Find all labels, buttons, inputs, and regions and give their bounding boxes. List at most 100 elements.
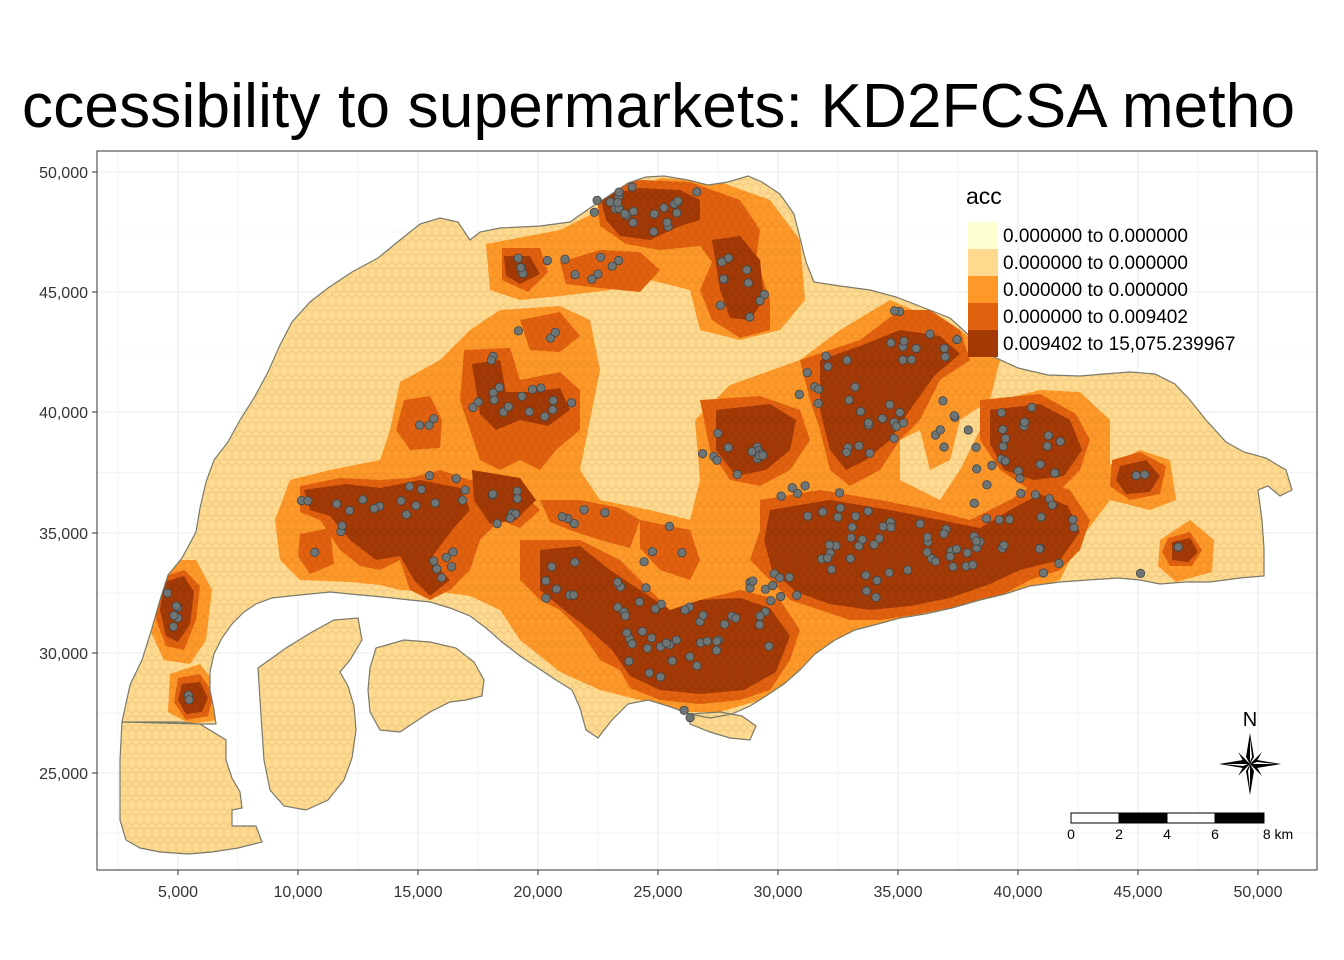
supermarket-point (971, 442, 981, 452)
supermarket-point (899, 336, 909, 346)
supermarket-point (949, 411, 959, 421)
supermarket-point (1000, 433, 1011, 444)
supermarket-point (871, 592, 881, 602)
supermarket-point (1015, 473, 1025, 483)
supermarket-point (627, 639, 637, 649)
supermarket-point (644, 668, 654, 678)
supermarket-point (677, 548, 687, 558)
supermarket-point (981, 513, 992, 524)
supermarket-point (607, 261, 617, 271)
supermarket-point (1034, 544, 1045, 554)
x-tick-label: 45,000 (1114, 884, 1163, 901)
supermarket-point (898, 355, 908, 365)
supermarket-point (541, 593, 551, 603)
supermarket-point (659, 203, 669, 213)
supermarket-point (432, 564, 442, 574)
supermarket-point (766, 596, 776, 606)
legend-swatch (968, 303, 998, 330)
supermarket-point (620, 209, 630, 219)
supermarket-point (401, 509, 411, 520)
supermarket-point (930, 556, 941, 567)
supermarket-point (560, 254, 570, 264)
supermarket-point (835, 503, 845, 513)
supermarket-point (685, 713, 695, 723)
supermarket-point (996, 408, 1007, 418)
supermarket-point (513, 253, 523, 263)
supermarket-point (768, 580, 778, 591)
supermarket-point (430, 498, 440, 508)
supermarket-point (1047, 500, 1057, 510)
supermarket-point (429, 556, 439, 566)
x-axis: 5,000 10,000 15,000 20,000 25,000 30,000 35,00… (158, 870, 1283, 901)
legend-swatch (968, 249, 998, 276)
x-tick-label: 10,000 (274, 884, 323, 901)
supermarket-point (850, 511, 861, 521)
supermarket-point (823, 361, 833, 372)
supermarket-point (776, 491, 786, 501)
supermarket-point (486, 355, 496, 365)
supermarket-point (673, 196, 683, 206)
supermarket-point (855, 406, 866, 417)
supermarket-point (1043, 430, 1054, 441)
supermarket-point (649, 209, 659, 219)
supermarket-point (731, 613, 741, 623)
supermarket-point (719, 619, 730, 629)
supermarket-point (1055, 436, 1065, 446)
supermarket-point (184, 695, 194, 705)
legend-swatch (968, 222, 998, 249)
supermarket-point (784, 572, 795, 582)
supermarket-point (972, 464, 982, 474)
supermarket-point (938, 396, 948, 406)
supermarket-point (396, 496, 406, 506)
supermarket-point (679, 705, 689, 716)
supermarket-point (745, 312, 755, 322)
supermarket-point (872, 575, 882, 586)
supermarket-point (711, 645, 722, 656)
supermarket-point (742, 265, 752, 275)
supermarket-point (861, 570, 871, 580)
x-tick-label: 35,000 (874, 884, 923, 901)
supermarket-point (369, 503, 379, 514)
supermarket-point (713, 428, 723, 438)
supermarket-point (332, 499, 342, 509)
supermarket-point (1000, 456, 1011, 466)
supermarket-point (540, 411, 550, 421)
supermarket-point (650, 604, 660, 614)
supermarket-point (861, 586, 872, 596)
supermarket-point (939, 529, 949, 539)
legend-swatch (968, 330, 998, 357)
supermarket-point (712, 636, 722, 646)
scale-bar-label: 0 (1067, 826, 1075, 842)
supermarket-point (732, 469, 742, 479)
supermarket-point (589, 207, 600, 217)
supermarket-point (516, 263, 526, 273)
supermarket-point (437, 573, 447, 583)
supermarket-point (994, 515, 1004, 525)
supermarket-point (1135, 568, 1146, 579)
supermarket-point (998, 441, 1008, 451)
supermarket-point (513, 326, 524, 336)
supermarket-point (1050, 468, 1060, 478)
supermarket-point (627, 182, 637, 192)
supermarket-point (787, 482, 797, 493)
supermarket-point (906, 354, 917, 365)
supermarket-point (667, 656, 677, 666)
x-tick-label: 20,000 (514, 884, 563, 901)
supermarket-point (548, 405, 558, 415)
supermarket-point (503, 402, 513, 412)
supermarket-point (915, 519, 925, 529)
scale-bar-label: 8 km (1263, 826, 1293, 842)
supermarket-point (758, 450, 768, 460)
supermarket-point (800, 481, 810, 491)
supermarket-point (925, 329, 935, 339)
supermarket-point (963, 425, 973, 435)
supermarket-point (541, 576, 551, 586)
supermarket-point (698, 610, 708, 620)
supermarket-point (962, 548, 972, 558)
supermarket-point (717, 257, 727, 267)
x-tick-label: 15,000 (394, 884, 443, 901)
supermarket-point (895, 407, 905, 418)
supermarket-point (902, 565, 913, 575)
supermarket-point (473, 397, 483, 407)
supermarket-point (551, 584, 562, 594)
